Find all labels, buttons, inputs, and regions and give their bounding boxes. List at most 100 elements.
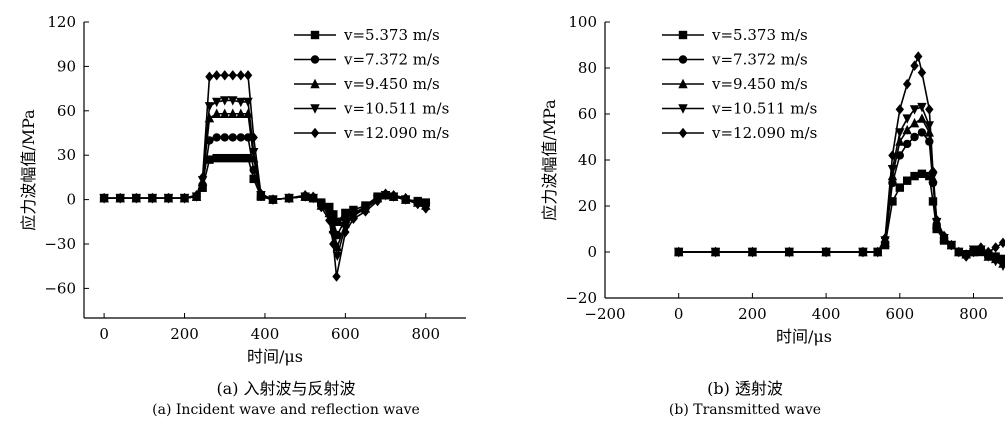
data-point (132, 192, 141, 204)
series-4 (99, 96, 431, 262)
data-point (243, 153, 253, 163)
legend-marker (678, 127, 688, 139)
data-point (236, 108, 246, 118)
data-point (910, 60, 919, 71)
data-point (674, 246, 683, 258)
legend-label: v=12.090 m/s (711, 124, 817, 142)
data-point (925, 104, 934, 115)
data-point (991, 242, 1000, 253)
data-point (212, 133, 221, 142)
data-point (212, 153, 221, 163)
data-point (821, 246, 831, 258)
data-point (340, 222, 351, 232)
x-tick-label: 400 (251, 325, 280, 343)
data-point (373, 195, 382, 207)
data-point (990, 257, 1001, 267)
data-point (284, 192, 294, 204)
data-point (228, 153, 237, 163)
data-point (389, 189, 398, 201)
data-point (99, 192, 109, 204)
data-point (205, 155, 214, 164)
data-point (909, 118, 920, 128)
data-point (917, 128, 927, 137)
y-tick-label: −60 (44, 279, 76, 297)
data-point (998, 237, 1005, 248)
legend-marker (310, 78, 320, 89)
data-point (873, 246, 882, 258)
y-tick-label: 60 (57, 102, 76, 120)
data-point (324, 210, 334, 220)
x-axis-label: 时间/μs (247, 347, 303, 366)
data-point (902, 124, 912, 135)
data-point (211, 97, 222, 108)
legend-marker (310, 30, 320, 40)
data-point (902, 139, 912, 149)
data-point (236, 133, 246, 142)
series-5 (99, 70, 430, 282)
legend-entry-2: v=7.372 m/s (662, 51, 808, 69)
legend-entry-3: v=9.450 m/s (662, 75, 808, 93)
legend-label: v=7.372 m/s (343, 51, 440, 69)
y-tick-label: 30 (57, 146, 76, 164)
y-tick-label: 60 (578, 105, 597, 123)
data-point (228, 133, 237, 142)
series-5 (674, 51, 1005, 262)
data-point (888, 150, 897, 161)
legend-label: v=10.511 m/s (343, 100, 449, 118)
data-point (924, 121, 934, 131)
data-point (954, 246, 963, 258)
data-point (917, 67, 927, 78)
data-point (236, 153, 246, 163)
data-point (212, 70, 221, 81)
legend-entry-2: v=7.372 m/s (294, 51, 440, 69)
data-point (115, 192, 125, 204)
data-point (164, 192, 173, 204)
series-2 (674, 128, 1005, 266)
data-point (381, 188, 390, 199)
data-point (317, 201, 326, 213)
legend-entry-4: v=10.511 m/s (662, 100, 817, 118)
data-point (932, 224, 941, 234)
legend-label: v=12.090 m/s (343, 124, 449, 142)
data-point (341, 226, 350, 238)
legend-label: v=10.511 m/s (711, 100, 817, 118)
data-point (748, 246, 757, 258)
data-point (243, 108, 253, 118)
data-point (228, 70, 237, 81)
data-point (180, 192, 189, 204)
data-point (902, 78, 912, 90)
x-tick-label: 400 (812, 305, 841, 323)
legend-entry-3: v=9.450 m/s (294, 75, 440, 93)
data-point (256, 188, 266, 199)
data-point (220, 108, 230, 118)
data-point (192, 189, 201, 201)
y-tick-label: 0 (66, 191, 76, 209)
data-point (914, 51, 923, 62)
x-tick-label: 800 (411, 325, 440, 343)
data-point (211, 108, 222, 118)
data-point (895, 104, 905, 115)
data-point (902, 176, 912, 185)
legend-entry-4: v=10.511 m/s (294, 100, 449, 118)
x-tick-label: 200 (738, 305, 767, 323)
data-point (976, 242, 986, 253)
caption-a-english: (a) Incident wave and reflection wave (152, 402, 420, 418)
data-point (300, 189, 310, 201)
legend-label: v=5.373 m/s (711, 26, 808, 44)
data-point (917, 169, 927, 178)
chart-a: −60 −30 0 30 60 90 120 0 200 400 600 800 时间/μs 应力波幅值/… (19, 13, 466, 366)
data-point (917, 102, 927, 113)
legend-marker (678, 30, 688, 40)
data-point (228, 108, 238, 118)
data-point (928, 166, 938, 177)
legend-marker (678, 78, 688, 89)
legend-label: v=7.372 m/s (711, 51, 808, 69)
y-tick-label: 20 (578, 197, 597, 215)
data-point (198, 172, 207, 183)
data-point (148, 192, 157, 204)
data-point (947, 239, 956, 251)
series-1 (99, 153, 430, 226)
y-tick-label: 120 (47, 13, 76, 31)
